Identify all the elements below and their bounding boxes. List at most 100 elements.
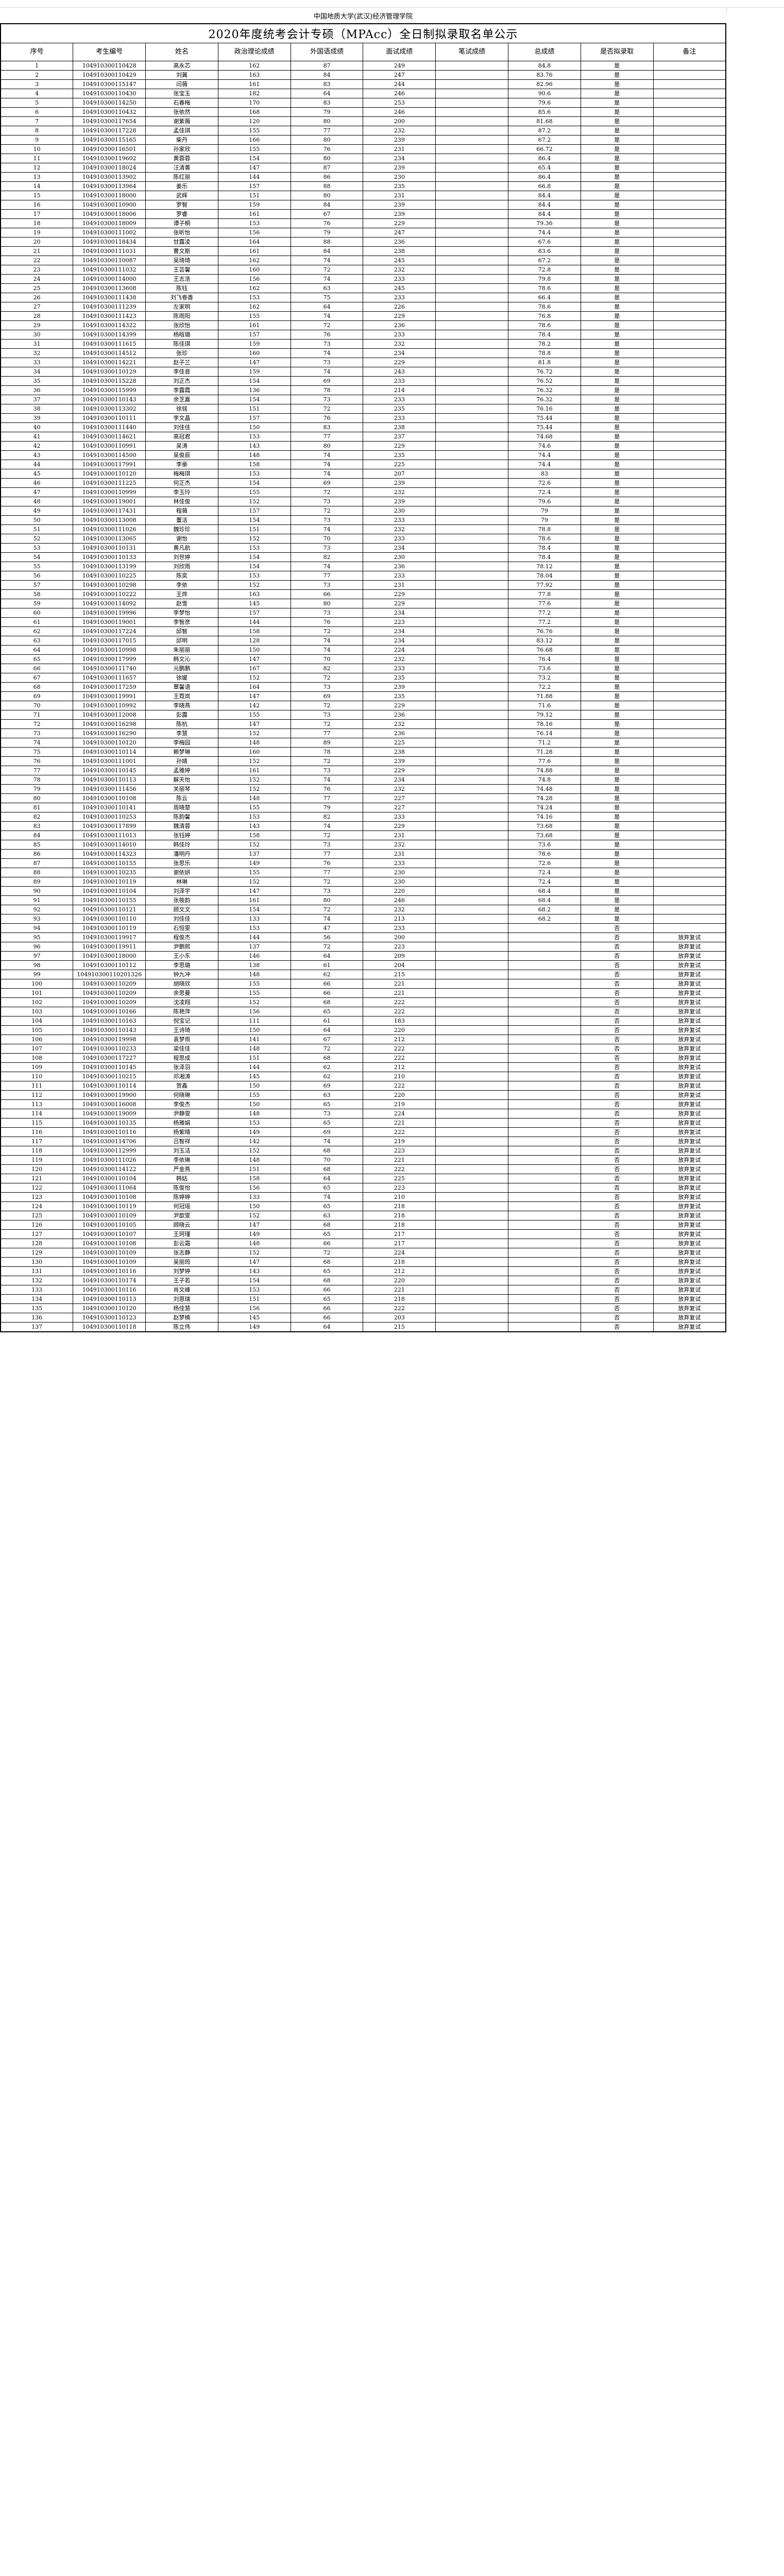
cell-written [435, 784, 509, 794]
cell-name: 魏清蓉 [145, 821, 218, 831]
table-row: 17 104910300118006 罗睿 161 67 239 84.4 是 [0, 209, 726, 219]
cell-total: 71.6 [508, 701, 581, 710]
cell-politics: 160 [217, 265, 291, 275]
cell-total: 78.04 [508, 571, 581, 581]
cell-foreign: 66 [290, 1313, 364, 1323]
table-row: 89 104910300110119 林琳 152 72 230 72.4 是 [0, 877, 726, 887]
cell-interview: 209 [363, 951, 436, 961]
cell-exam_no: 104910300118000 [73, 191, 146, 200]
cell-remark [653, 682, 726, 692]
cell-politics: 162 [217, 283, 291, 293]
cell-index: 17 [0, 209, 74, 219]
cell-politics: 154 [217, 552, 291, 562]
cell-written [435, 376, 509, 386]
cell-name: 刘正杰 [145, 376, 218, 386]
cell-interview: 219 [363, 1137, 436, 1146]
table-row: 91 104910300110155 张筱韵 161 80 246 68.4 是 [0, 895, 726, 905]
cell-exam_no: 104910300110107 [73, 1229, 146, 1239]
cell-total: 78.8 [508, 524, 581, 534]
cell-interview: 233 [363, 376, 436, 386]
cell-index: 104 [0, 1016, 74, 1026]
cell-name: 元鹏鹏 [145, 664, 218, 673]
cell-admitted: 是 [580, 478, 654, 488]
cell-name: 孙婧 [145, 756, 218, 766]
cell-name: 解天怡 [145, 775, 218, 785]
cell-written [435, 1035, 509, 1044]
table-row: 96 104910300119911 尹鹏熙 137 72 223 否放弃复试 [0, 942, 726, 952]
cell-written [435, 673, 509, 683]
cell-politics: 152 [217, 1248, 291, 1258]
cell-exam_no: 104910300110991 [73, 441, 146, 451]
cell-total: 73.68 [508, 831, 581, 840]
table-row: 123 104910300110108 陈婷婷 133 74 210 否放弃复试 [0, 1192, 726, 1202]
cell-foreign: 68 [290, 1053, 364, 1063]
cell-written [435, 61, 509, 71]
cell-index: 1 [0, 61, 74, 71]
cell-name: 陈钰 [145, 283, 218, 293]
cell-interview: 227 [363, 793, 436, 803]
cell-index: 32 [0, 348, 74, 358]
cell-admitted: 是 [580, 552, 654, 562]
cell-admitted: 是 [580, 126, 654, 135]
cell-interview: 210 [363, 1192, 436, 1202]
cell-total: 74.16 [508, 812, 581, 822]
cell-name: 王诗琦 [145, 1025, 218, 1035]
cell-foreign: 74 [290, 311, 364, 321]
cell-exam_no: 104910300110135 [73, 1118, 146, 1128]
cell-politics: 148 [217, 970, 291, 979]
cell-written [435, 1072, 509, 1081]
cell-remark [653, 793, 726, 803]
table-row: 21 104910300111031 曹文斯 161 84 238 83.6 是 [0, 246, 726, 256]
table-row: 66 104910300111740 元鹏鹏 167 82 233 73.6 是 [0, 664, 726, 673]
cell-total: 74.28 [508, 793, 581, 803]
cell-exam_no: 104910300116290 [73, 728, 146, 738]
cell-exam_no: 104910300110133 [73, 552, 146, 562]
cell-total: 74.4 [508, 450, 581, 460]
cell-written [435, 1183, 509, 1193]
table-row: 98 104910300110112 李思璐 138 61 204 否放弃复试 [0, 960, 726, 970]
cell-exam_no: 104910300110120 [73, 1303, 146, 1313]
cell-total: 75.44 [508, 413, 581, 423]
cell-admitted: 是 [580, 283, 654, 293]
cell-index: 112 [0, 1090, 74, 1100]
cell-politics: 153 [217, 812, 291, 822]
cell-name: 李智彦 [145, 617, 218, 627]
cell-interview: 221 [363, 979, 436, 989]
cell-interview: 233 [363, 293, 436, 302]
cell-politics: 158 [217, 1174, 291, 1183]
cell-name: 贺鑫 [145, 1081, 218, 1091]
cell-foreign: 74 [290, 450, 364, 460]
sheet-body: 中国地质大学(武汉)经济管理学院 2020年度统考会计专硕（MPAcc）全日制拟… [0, 8, 784, 1332]
cell-written [435, 404, 509, 414]
cell-written [435, 886, 509, 896]
column-header-total: 总成绩 [508, 43, 581, 61]
cell-exam_no: 104910300114092 [73, 599, 146, 608]
cell-total [508, 1118, 581, 1128]
cell-written [435, 654, 509, 664]
cell-politics: 157 [217, 506, 291, 516]
cell-index: 14 [0, 181, 74, 191]
cell-remark: 放弃复试 [653, 1303, 726, 1313]
cell-politics: 159 [217, 367, 291, 377]
cell-politics: 152 [217, 728, 291, 738]
cell-remark [653, 348, 726, 358]
cell-politics: 145 [217, 599, 291, 608]
cell-written [435, 89, 509, 98]
cell-name: 陈婷婷 [145, 1192, 218, 1202]
cell-total: 79.36 [508, 218, 581, 228]
cell-written [435, 237, 509, 247]
cell-foreign: 76 [290, 218, 364, 228]
cell-foreign: 79 [290, 107, 364, 117]
column-header-remark: 备注 [653, 43, 726, 61]
cell-politics: 152 [217, 1211, 291, 1221]
cell-index: 124 [0, 1201, 74, 1211]
cell-politics: 141 [217, 1035, 291, 1044]
cell-politics: 147 [217, 163, 291, 173]
cell-total [508, 1164, 581, 1174]
cell-politics: 154 [217, 1276, 291, 1285]
cell-interview: 220 [363, 886, 436, 896]
cell-politics: 156 [217, 228, 291, 238]
table-row: 1 104910300110428 高永芯 162 87 249 84.8 是 [0, 61, 726, 71]
cell-interview: 226 [363, 302, 436, 312]
cell-interview: 247 [363, 70, 436, 80]
